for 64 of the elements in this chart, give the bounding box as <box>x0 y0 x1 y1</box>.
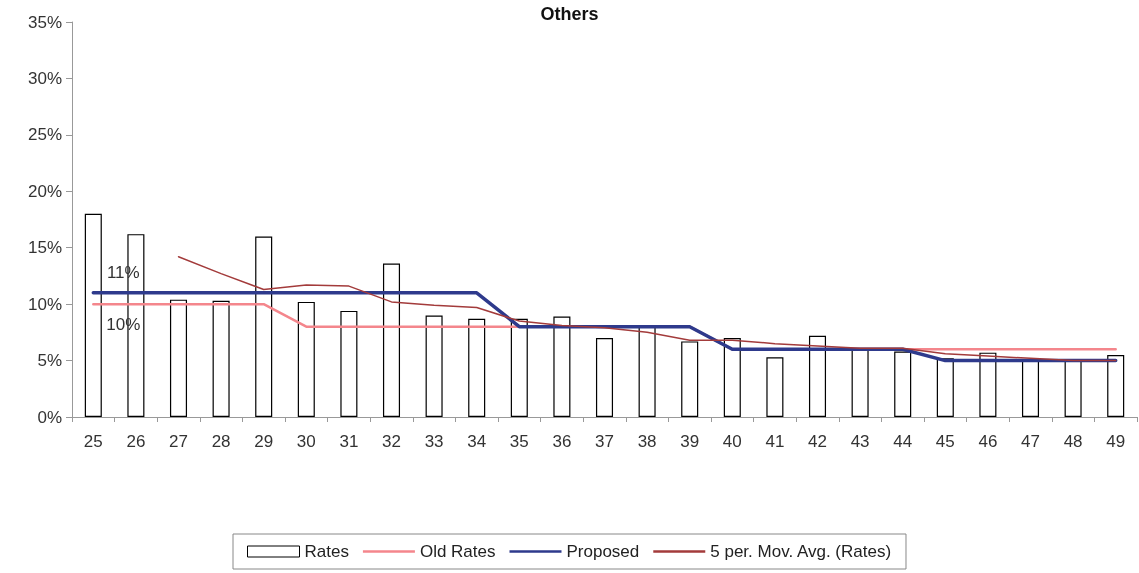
x-tick-label: 41 <box>765 432 785 451</box>
x-tick-label: 45 <box>935 432 955 451</box>
x-tick-label: 43 <box>850 432 870 451</box>
bar <box>425 315 443 417</box>
bar <box>510 318 528 417</box>
x-tick-label: 29 <box>254 432 274 451</box>
x-tick-label: 35 <box>509 432 529 451</box>
x-tick-label: 26 <box>126 432 146 451</box>
x-tick-label: 40 <box>722 432 742 451</box>
legend-label: Old Rates <box>419 542 496 561</box>
bar <box>894 351 912 417</box>
x-tick-label: 27 <box>169 432 188 451</box>
x-tick-label: 34 <box>467 432 487 451</box>
bar <box>212 300 230 417</box>
bar <box>851 348 869 417</box>
bar <box>681 341 699 417</box>
legend-label: Proposed <box>566 542 640 561</box>
bar <box>1064 360 1082 417</box>
bar <box>340 310 358 417</box>
x-tick-label: 36 <box>552 432 572 451</box>
line-series <box>177 255 1117 362</box>
x-tick-label: 48 <box>1063 432 1083 451</box>
x-tick-label: 33 <box>424 432 444 451</box>
x-tick-label: 31 <box>339 432 359 451</box>
bar <box>979 352 997 417</box>
bar <box>297 301 315 417</box>
bar <box>936 358 954 417</box>
y-tick-label: 5% <box>37 351 62 371</box>
legend-label: Rates <box>304 542 349 561</box>
bar <box>808 335 827 417</box>
x-tick-label: 25 <box>83 432 103 451</box>
x-tick-label: 42 <box>808 432 827 451</box>
x-tick-label: 47 <box>1021 432 1040 451</box>
y-tick-label: 0% <box>37 407 62 427</box>
x-tick-label: 28 <box>211 432 231 451</box>
bar <box>1021 359 1040 417</box>
bar <box>553 316 571 417</box>
x-tick-label: 46 <box>978 432 998 451</box>
bar <box>766 357 784 417</box>
x-tick-label: 39 <box>680 432 700 451</box>
bar <box>1107 354 1125 417</box>
y-tick-label: 30% <box>27 68 62 88</box>
y-tick-label: 15% <box>27 238 62 258</box>
x-tick-label: 32 <box>382 432 401 451</box>
bar <box>169 299 188 417</box>
legend-label: 5 per. Mov. Avg. (Rates) <box>710 542 892 561</box>
y-tick-label: 25% <box>27 125 62 145</box>
x-tick-label: 38 <box>637 432 657 451</box>
x-tick-label: 37 <box>595 432 614 451</box>
y-tick-label: 20% <box>27 181 62 201</box>
chart-title: Others <box>540 4 599 24</box>
x-tick-label: 44 <box>893 432 913 451</box>
y-tick-label: 10% <box>27 294 62 314</box>
bar <box>468 318 486 417</box>
x-tick-label: 30 <box>296 432 316 451</box>
bar <box>255 236 273 417</box>
bar <box>638 326 656 417</box>
line-series <box>91 291 1118 363</box>
bar <box>595 338 614 417</box>
bar <box>382 263 401 417</box>
y-tick-label: 35% <box>27 12 62 32</box>
bar <box>723 338 741 417</box>
bar <box>84 213 102 417</box>
x-tick-label: 49 <box>1106 432 1126 451</box>
